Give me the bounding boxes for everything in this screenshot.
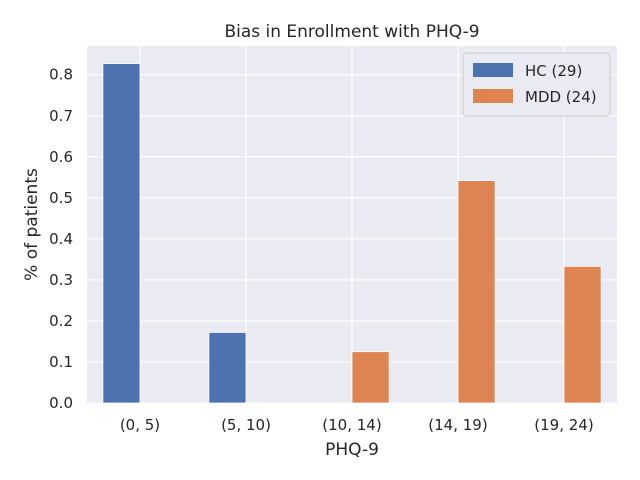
- y-tick-label: 0.0: [49, 394, 73, 412]
- y-tick-label: 0.2: [49, 312, 73, 330]
- y-tick-label: 0.3: [49, 271, 73, 289]
- x-tick-label: (5, 10): [221, 416, 271, 434]
- x-tick-label: (10, 14): [322, 416, 381, 434]
- y-axis-label: % of patients: [22, 168, 42, 281]
- legend-label: HC (29): [525, 62, 582, 80]
- bar-mdd: [563, 265, 602, 404]
- y-axis-ticks: 0.0 0.1 0.2 0.3 0.4 0.5 0.6 0.7 0.8: [49, 66, 73, 412]
- legend-swatch: [473, 89, 513, 103]
- legend-label: MDD (24): [525, 88, 597, 106]
- y-tick-label: 0.6: [49, 148, 73, 166]
- y-tick-label: 0.4: [49, 230, 73, 248]
- bar-mdd: [351, 351, 390, 404]
- bar-hc: [102, 63, 141, 404]
- bar-hc: [208, 332, 247, 404]
- y-tick-label: 0.5: [49, 189, 73, 207]
- legend-swatch: [473, 63, 513, 77]
- bars: [102, 63, 602, 404]
- y-tick-label: 0.7: [49, 107, 73, 125]
- x-axis-ticks: (0, 5) (5, 10) (10, 14) (14, 19) (19, 24): [120, 416, 594, 434]
- x-tick-label: (0, 5): [120, 416, 160, 434]
- chart-title: Bias in Enrollment with PHQ-9: [224, 22, 479, 42]
- x-tick-label: (14, 19): [428, 416, 487, 434]
- x-tick-label: (19, 24): [534, 416, 593, 434]
- y-tick-label: 0.1: [49, 353, 73, 371]
- x-axis-label: PHQ-9: [325, 440, 379, 460]
- legend: HC (29) MDD (24): [462, 52, 611, 117]
- y-tick-label: 0.8: [49, 66, 73, 84]
- bar-mdd: [457, 180, 496, 404]
